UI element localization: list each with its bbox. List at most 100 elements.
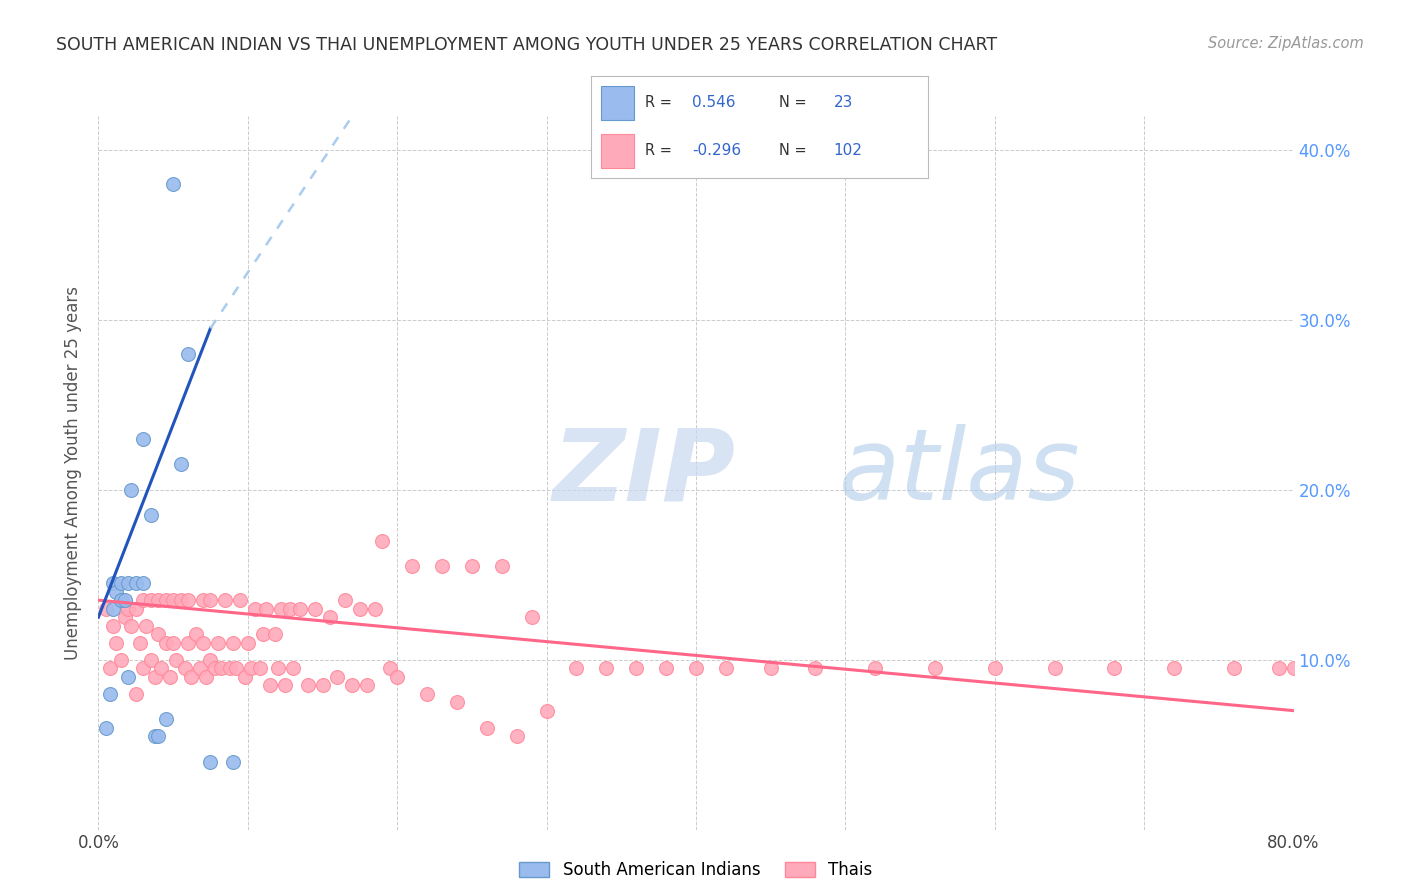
Point xyxy=(177,635,200,649)
Point xyxy=(225,661,247,675)
Point xyxy=(120,483,142,497)
Point xyxy=(278,601,301,615)
Point xyxy=(103,601,125,615)
Point xyxy=(169,593,191,607)
Point xyxy=(446,695,468,709)
Point xyxy=(249,661,271,675)
Point xyxy=(180,670,202,684)
Point xyxy=(114,610,136,624)
Point xyxy=(385,670,409,684)
Point xyxy=(177,347,200,361)
Text: 23: 23 xyxy=(834,95,853,110)
Point xyxy=(222,635,245,649)
Point xyxy=(326,670,349,684)
Point xyxy=(105,635,128,649)
Text: ZIP: ZIP xyxy=(553,425,735,521)
Point xyxy=(117,576,139,591)
Point xyxy=(155,593,177,607)
Point xyxy=(120,618,142,632)
Point xyxy=(148,627,170,641)
Point xyxy=(626,661,648,675)
Point xyxy=(267,661,290,675)
Point xyxy=(200,593,222,607)
Point xyxy=(114,593,136,607)
Point xyxy=(595,661,617,675)
Point xyxy=(371,533,394,548)
FancyBboxPatch shape xyxy=(600,135,634,168)
Point xyxy=(132,593,155,607)
Point xyxy=(94,601,117,615)
Point xyxy=(536,704,558,718)
Point xyxy=(125,687,148,701)
Point xyxy=(274,678,297,692)
Point xyxy=(1267,661,1289,675)
Point xyxy=(565,661,588,675)
Point xyxy=(110,576,132,591)
Point xyxy=(135,618,157,632)
Point xyxy=(222,755,245,769)
Point xyxy=(236,635,259,649)
Point xyxy=(333,593,356,607)
Point xyxy=(1104,661,1126,675)
Point xyxy=(506,729,529,743)
Point xyxy=(356,678,378,692)
Point xyxy=(105,584,128,599)
Point xyxy=(200,755,222,769)
Point xyxy=(984,661,1007,675)
Point xyxy=(117,601,139,615)
Point xyxy=(207,635,229,649)
Point xyxy=(297,678,319,692)
Point xyxy=(100,687,122,701)
Point xyxy=(924,661,946,675)
Point xyxy=(461,559,484,574)
Point xyxy=(155,712,177,726)
Point xyxy=(254,601,277,615)
Point xyxy=(1282,661,1305,675)
Point xyxy=(245,601,267,615)
Point xyxy=(150,661,173,675)
Text: 0.546: 0.546 xyxy=(692,95,735,110)
Point xyxy=(139,653,162,667)
Text: SOUTH AMERICAN INDIAN VS THAI UNEMPLOYMENT AMONG YOUTH UNDER 25 YEARS CORRELATIO: SOUTH AMERICAN INDIAN VS THAI UNEMPLOYME… xyxy=(56,36,997,54)
Point xyxy=(162,177,184,191)
Point xyxy=(148,729,170,743)
Point xyxy=(110,593,132,607)
Point xyxy=(169,457,191,471)
Point xyxy=(364,601,387,615)
Point xyxy=(103,618,125,632)
Point xyxy=(174,661,197,675)
Point xyxy=(319,610,342,624)
Point xyxy=(520,610,543,624)
Point xyxy=(475,721,498,735)
Point xyxy=(177,593,200,607)
Point xyxy=(139,593,162,607)
Point xyxy=(132,432,155,446)
Point xyxy=(714,661,737,675)
Point xyxy=(110,653,132,667)
Point xyxy=(139,508,162,523)
Point xyxy=(188,661,211,675)
Point xyxy=(100,661,122,675)
Point xyxy=(129,635,152,649)
Point xyxy=(110,593,132,607)
Point xyxy=(288,601,311,615)
Point xyxy=(304,601,326,615)
Point xyxy=(1223,661,1246,675)
Point xyxy=(162,593,184,607)
Point xyxy=(155,635,177,649)
Point xyxy=(103,576,125,591)
Legend: South American Indians, Thais: South American Indians, Thais xyxy=(513,855,879,886)
Point xyxy=(342,678,364,692)
Point xyxy=(281,661,304,675)
FancyBboxPatch shape xyxy=(600,87,634,120)
Point xyxy=(655,661,678,675)
Point xyxy=(865,661,887,675)
Text: R =: R = xyxy=(644,95,672,110)
Text: R =: R = xyxy=(644,144,672,158)
Point xyxy=(184,627,207,641)
Point xyxy=(349,601,371,615)
Point xyxy=(252,627,274,641)
Point xyxy=(148,593,170,607)
Point xyxy=(239,661,262,675)
Y-axis label: Unemployment Among Youth under 25 years: Unemployment Among Youth under 25 years xyxy=(65,285,83,660)
